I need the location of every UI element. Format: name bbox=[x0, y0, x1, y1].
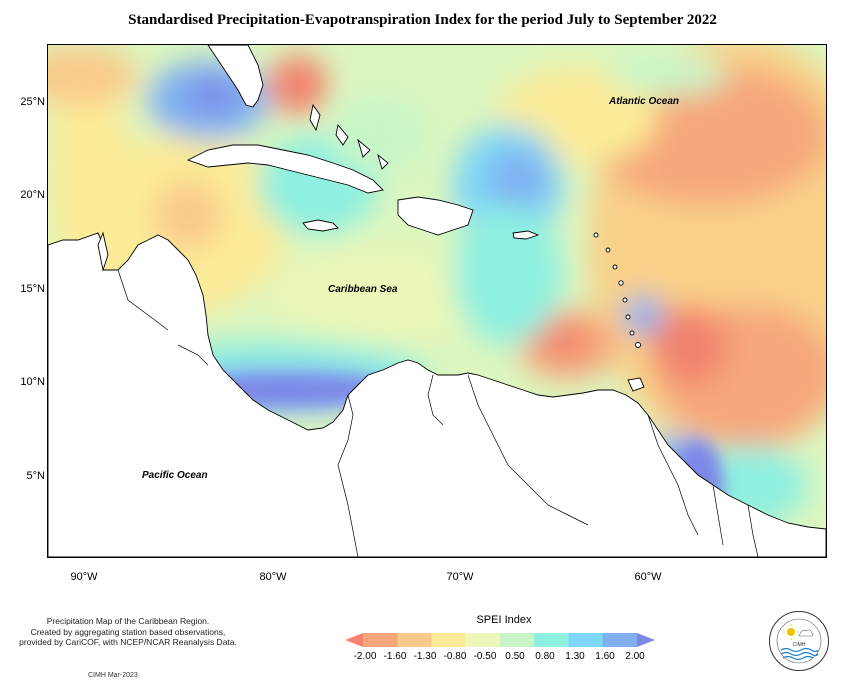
map-title: Standardised Precipitation-Evapotranspir… bbox=[128, 12, 717, 28]
legend-swatch bbox=[397, 633, 432, 647]
legend-tick-label: 2.00 bbox=[625, 651, 645, 662]
lat-label-20n: 20°N bbox=[20, 189, 45, 201]
legend-swatch bbox=[465, 633, 501, 647]
description-line-3: provided by CariCOF, with NCEP/NCAR Rean… bbox=[19, 637, 237, 647]
description-line-2: Created by aggregating station based obs… bbox=[30, 626, 226, 637]
svg-text:CIMH: CIMH bbox=[793, 642, 806, 648]
legend-swatch bbox=[534, 633, 569, 647]
legend-tick-label: 0.50 bbox=[505, 651, 525, 662]
atlantic-ocean-label: Atlantic Ocean bbox=[609, 96, 680, 107]
legend-tick-label: -2.00 bbox=[353, 651, 377, 662]
legend-swatch bbox=[500, 633, 535, 647]
legend-swatch bbox=[431, 633, 467, 647]
caribbean-sea-label: Caribbean Sea bbox=[328, 284, 398, 295]
lat-label-5n: 5°N bbox=[26, 470, 45, 482]
legend-tick-label: 0.80 bbox=[535, 651, 555, 662]
spei-map bbox=[47, 44, 827, 558]
lat-label-25n: 25°N bbox=[20, 96, 45, 108]
land-masses bbox=[48, 45, 826, 557]
lon-label-90w: 90°W bbox=[70, 571, 98, 583]
legend-swatch bbox=[637, 633, 655, 647]
legend-tick-label: -1.60 bbox=[383, 651, 407, 662]
lat-label-10n: 10°N bbox=[20, 376, 45, 388]
legend-title: SPEI Index bbox=[476, 614, 532, 626]
lon-label-80w: 80°W bbox=[259, 571, 287, 583]
legend-swatch bbox=[345, 633, 363, 647]
legend-tick-label: -0.50 bbox=[473, 651, 497, 662]
legend-tick-label: -0.80 bbox=[443, 651, 467, 662]
legend-swatch bbox=[602, 633, 638, 647]
legend-tick-label: 1.30 bbox=[565, 651, 585, 662]
credit-text: CIMH Mar-2023 bbox=[88, 672, 138, 679]
legend-tick-label: -1.30 bbox=[413, 651, 437, 662]
map-description: Precipitation Map of the Caribbean Regio… bbox=[8, 616, 248, 648]
legend-swatch bbox=[363, 633, 398, 647]
pacific-ocean-label: Pacific Ocean bbox=[142, 470, 208, 481]
legend-ticks: -2.00 -1.60 -1.30 -0.80 -0.50 0.50 0.80 1.30 1.6… bbox=[345, 651, 655, 665]
description-line-1: Precipitation Map of the Caribbean Regio… bbox=[46, 616, 210, 626]
lon-label-70w: 70°W bbox=[446, 571, 474, 583]
lon-label-60w: 60°W bbox=[634, 571, 662, 583]
lat-label-15n: 15°N bbox=[20, 283, 45, 295]
legend-tick-label: 1.60 bbox=[595, 651, 615, 662]
spei-map-graphic bbox=[48, 45, 826, 557]
legend-colorbar bbox=[345, 633, 655, 647]
cimh-logo: CIMH bbox=[769, 611, 829, 671]
legend-swatch bbox=[568, 633, 604, 647]
